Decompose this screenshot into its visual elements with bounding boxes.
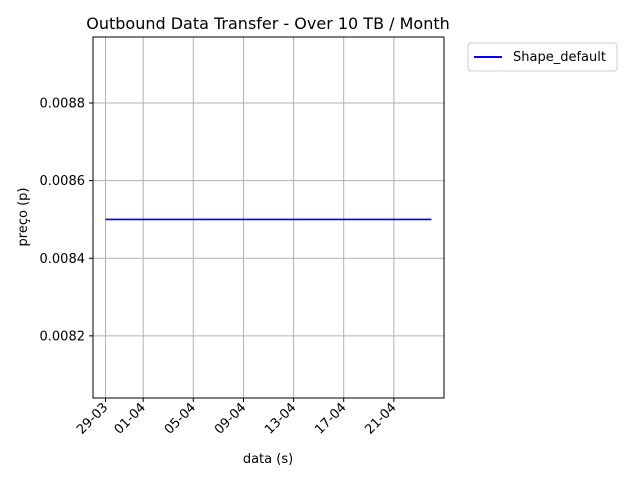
y-axis-ticks: 0.0082 0.0084 0.0086 0.0088 — [40, 96, 93, 344]
x-tick-label: 21-04 — [362, 400, 399, 437]
x-tick-label: 01-04 — [112, 400, 149, 437]
legend-box — [467, 42, 618, 72]
grid-lines — [93, 37, 444, 398]
x-tick-label: 17-04 — [312, 400, 349, 437]
y-tick-label: 0.0086 — [40, 174, 86, 189]
y-tick-label: 0.0082 — [40, 329, 86, 344]
x-axis-ticks: 29-03 01-04 05-04 09-04 13-04 17-04 21-04 — [74, 398, 400, 438]
chart-title: Outbound Data Transfer - Over 10 TB / Mo… — [86, 14, 450, 33]
x-tick-label: 13-04 — [262, 400, 299, 437]
y-axis-label: preço (p) — [16, 188, 31, 247]
x-axis-label: data (s) — [243, 452, 293, 467]
x-tick-label: 09-04 — [212, 400, 249, 437]
x-tick-label: 05-04 — [162, 400, 199, 437]
y-tick-label: 0.0084 — [40, 252, 86, 267]
plot-area-frame — [92, 36, 445, 399]
legend: Shape_default — [467, 42, 618, 72]
legend-label: Shape_default — [513, 50, 606, 65]
y-tick-label: 0.0088 — [40, 96, 86, 111]
x-tick-label: 29-03 — [74, 400, 111, 437]
